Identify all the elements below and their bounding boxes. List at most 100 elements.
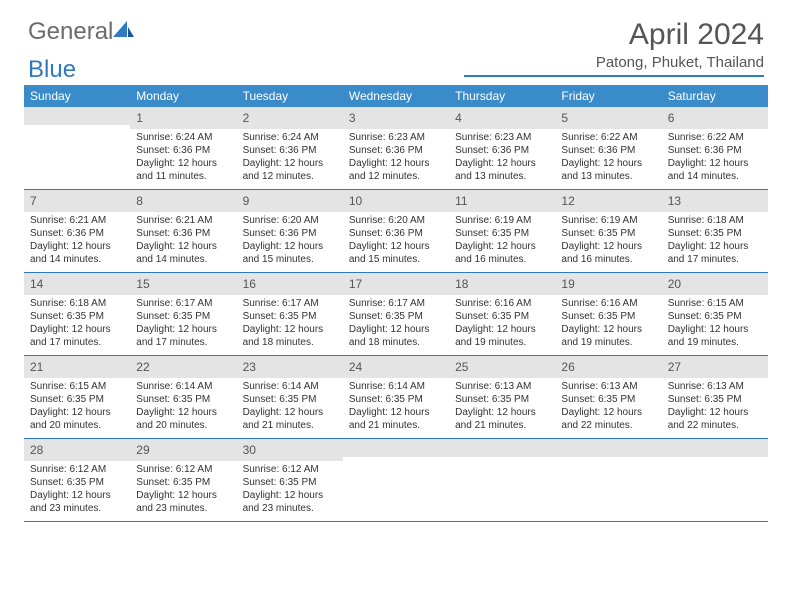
sunrise-text: Sunrise: 6:17 AM — [136, 297, 230, 310]
day-cell: 18 Sunrise: 6:16 AMSunset: 6:35 PMDayligh… — [449, 273, 555, 355]
sunrise-text: Sunrise: 6:20 AM — [349, 214, 443, 227]
sunset-text: Sunset: 6:35 PM — [136, 310, 230, 323]
weekday-saturday: Saturday — [662, 85, 768, 107]
sunrise-text: Sunrise: 6:20 AM — [243, 214, 337, 227]
day-number: 8 — [136, 194, 143, 208]
daylight-text: Daylight: 12 hours and 12 minutes. — [243, 157, 337, 183]
logo-text-1: General — [28, 18, 113, 46]
daynum-row: 10 — [343, 190, 449, 212]
daylight-text: Daylight: 12 hours and 20 minutes. — [136, 406, 230, 432]
day-number: 20 — [668, 277, 681, 291]
day-body: Sunrise: 6:16 AMSunset: 6:35 PMDaylight:… — [449, 295, 555, 355]
sunrise-text: Sunrise: 6:15 AM — [668, 297, 762, 310]
day-number: 13 — [668, 194, 681, 208]
day-cell: 15Sunrise: 6:17 AMSunset: 6:35 PMDayligh… — [130, 273, 236, 355]
daylight-text: Daylight: 12 hours and 19 minutes. — [561, 323, 655, 349]
daylight-text: Daylight: 12 hours and 23 minutes. — [30, 489, 124, 515]
sunset-text: Sunset: 6:35 PM — [243, 310, 337, 323]
daylight-text: Daylight: 12 hours and 19 minutes. — [668, 323, 762, 349]
daynum-row: 20 — [662, 273, 768, 295]
sunrise-text: Sunrise: 6:22 AM — [668, 131, 762, 144]
day-number: 3 — [349, 111, 356, 125]
daylight-text: Daylight: 12 hours and 16 minutes. — [455, 240, 549, 266]
day-empty — [24, 107, 130, 189]
daylight-text: Daylight: 12 hours and 15 minutes. — [349, 240, 443, 266]
daylight-text: Daylight: 12 hours and 14 minutes. — [30, 240, 124, 266]
day-body: Sunrise: 6:12 AMSunset: 6:35 PMDaylight:… — [130, 461, 236, 521]
daylight-text: Daylight: 12 hours and 21 minutes. — [349, 406, 443, 432]
sunset-text: Sunset: 6:36 PM — [136, 144, 230, 157]
day-cell: 10Sunrise: 6:20 AMSunset: 6:36 PMDayligh… — [343, 190, 449, 272]
sunrise-text: Sunrise: 6:21 AM — [136, 214, 230, 227]
day-cell: 25Sunrise: 6:13 AMSunset: 6:35 PMDayligh… — [449, 356, 555, 438]
sunset-text: Sunset: 6:35 PM — [30, 476, 124, 489]
sunrise-text: Sunrise: 6:13 AM — [455, 380, 549, 393]
daylight-text: Daylight: 12 hours and 17 minutes. — [668, 240, 762, 266]
day-number: 21 — [30, 360, 43, 374]
daynum-row: 8 — [130, 190, 236, 212]
sunset-text: Sunset: 6:35 PM — [136, 393, 230, 406]
day-body: Sunrise: 6:14 AMSunset: 6:35 PMDaylight:… — [343, 378, 449, 438]
day-cell: 7Sunrise: 6:21 AMSunset: 6:36 PMDaylight… — [24, 190, 130, 272]
daynum-row — [24, 107, 130, 125]
daynum-row: 22 — [130, 356, 236, 378]
day-cell: 22 Sunrise: 6:14 AMSunset: 6:35 PMDayligh… — [130, 356, 236, 438]
day-cell: 28 Sunrise: 6:12 AMSunset: 6:35 PMDayligh… — [24, 439, 130, 521]
day-number: 6 — [668, 111, 675, 125]
sunrise-text: Sunrise: 6:19 AM — [561, 214, 655, 227]
day-body: Sunrise: 6:18 AMSunset: 6:35 PMDaylight:… — [662, 212, 768, 272]
daynum-row: 30 — [237, 439, 343, 461]
daynum-row: 23 — [237, 356, 343, 378]
day-cell: 20Sunrise: 6:15 AMSunset: 6:35 PMDayligh… — [662, 273, 768, 355]
daynum-row: 5 — [555, 107, 661, 129]
daylight-text: Daylight: 12 hours and 21 minutes. — [243, 406, 337, 432]
daylight-text: Daylight: 12 hours and 18 minutes. — [243, 323, 337, 349]
daylight-text: Daylight: 12 hours and 14 minutes. — [668, 157, 762, 183]
sunrise-text: Sunrise: 6:14 AM — [136, 380, 230, 393]
sunset-text: Sunset: 6:35 PM — [561, 310, 655, 323]
logo-sail-icon — [113, 19, 135, 44]
sunset-text: Sunset: 6:35 PM — [668, 227, 762, 240]
day-body: Sunrise: 6:12 AMSunset: 6:35 PMDaylight:… — [237, 461, 343, 521]
sunset-text: Sunset: 6:36 PM — [561, 144, 655, 157]
day-number: 19 — [561, 277, 574, 291]
day-cell: 24Sunrise: 6:14 AMSunset: 6:35 PMDayligh… — [343, 356, 449, 438]
week-row: 28Sunrise: 6:12 AMSunset: 6:35 PMDayligh… — [24, 439, 768, 522]
calendar: SundayMondayTuesdayWednesdayThursdayFrid… — [0, 85, 792, 522]
day-cell: 30Sunrise: 6:12 AMSunset: 6:35 PMDayligh… — [237, 439, 343, 521]
daylight-text: Daylight: 12 hours and 17 minutes. — [136, 323, 230, 349]
daynum-row: 21 — [24, 356, 130, 378]
day-empty — [555, 439, 661, 521]
daynum-row — [555, 439, 661, 457]
daynum-row: 16 — [237, 273, 343, 295]
weekday-friday: Friday — [555, 85, 661, 107]
daylight-text: Daylight: 12 hours and 20 minutes. — [30, 406, 124, 432]
day-number: 11 — [455, 194, 467, 208]
daylight-text: Daylight: 12 hours and 22 minutes. — [561, 406, 655, 432]
daynum-row: 7 — [24, 190, 130, 212]
sunset-text: Sunset: 6:35 PM — [668, 393, 762, 406]
day-body: Sunrise: 6:21 AMSunset: 6:36 PMDaylight:… — [24, 212, 130, 272]
day-cell: 23Sunrise: 6:14 AMSunset: 6:35 PMDayligh… — [237, 356, 343, 438]
daynum-row: 28 — [24, 439, 130, 461]
day-number: 22 — [136, 360, 149, 374]
daylight-text: Daylight: 12 hours and 15 minutes. — [243, 240, 337, 266]
day-number: 23 — [243, 360, 256, 374]
day-cell: 13 Sunrise: 6:18 AMSunset: 6:35 PMDayligh… — [662, 190, 768, 272]
day-body: Sunrise: 6:13 AMSunset: 6:35 PMDaylight:… — [555, 378, 661, 438]
daynum-row — [343, 439, 449, 457]
day-number: 18 — [455, 277, 468, 291]
sunrise-text: Sunrise: 6:17 AM — [243, 297, 337, 310]
logo: General — [28, 18, 137, 46]
sunset-text: Sunset: 6:35 PM — [30, 393, 124, 406]
daynum-row: 19 — [555, 273, 661, 295]
day-cell: 5Sunrise: 6:22 AMSunset: 6:36 PMDaylight… — [555, 107, 661, 189]
sunset-text: Sunset: 6:35 PM — [561, 393, 655, 406]
daylight-text: Daylight: 12 hours and 17 minutes. — [30, 323, 124, 349]
day-empty — [662, 439, 768, 521]
day-number: 27 — [668, 360, 681, 374]
daynum-row: 26 — [555, 356, 661, 378]
day-number: 10 — [349, 194, 362, 208]
sunrise-text: Sunrise: 6:19 AM — [455, 214, 549, 227]
sunrise-text: Sunrise: 6:12 AM — [30, 463, 124, 476]
